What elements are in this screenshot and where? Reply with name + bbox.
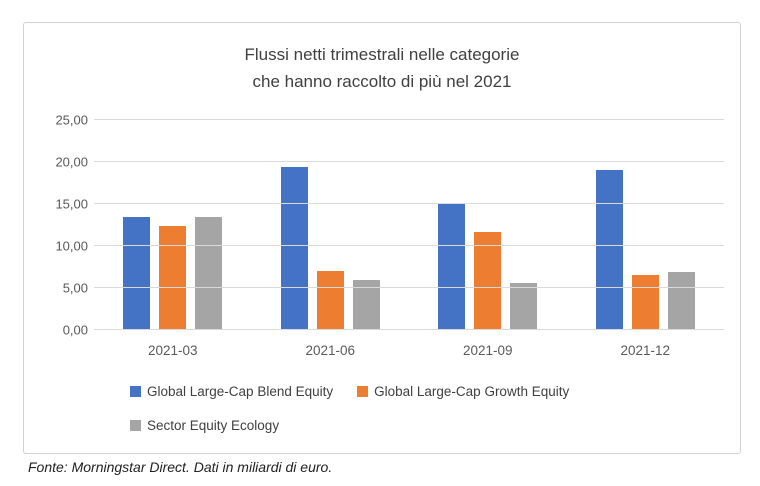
y-axis-labels: 0,00 5,00 10,00 15,00 20,00 25,00 [24, 113, 88, 338]
bar [667, 272, 695, 330]
bar [595, 169, 623, 330]
gridline [94, 287, 724, 288]
chart-title: Flussi netti trimestrali nelle categorie… [24, 41, 740, 95]
bar-group-2021-09 [409, 120, 567, 330]
legend-item-equity-ecology: Sector Equity Ecology [130, 418, 279, 433]
bar-group-2021-12 [567, 120, 725, 330]
bar [352, 279, 380, 330]
legend-swatch-blue [130, 386, 141, 397]
bar [631, 275, 659, 330]
x-tick-label: 2021-09 [462, 343, 513, 358]
x-tick-label: 2021-12 [620, 343, 671, 358]
chart-title-line1: Flussi netti trimestrali nelle categorie [244, 45, 520, 64]
legend-item-blend-equity: Global Large-Cap Blend Equity [130, 384, 333, 399]
bar [195, 217, 223, 330]
chart-title-line2: che hanno raccolto di più nel 2021 [252, 72, 512, 91]
legend: Global Large-Cap Blend Equity Global Lar… [130, 384, 569, 433]
legend-item-growth-equity: Global Large-Cap Growth Equity [357, 384, 569, 399]
legend-label-blend-equity: Global Large-Cap Blend Equity [147, 384, 334, 399]
gridline [94, 119, 724, 120]
bar [123, 216, 151, 330]
bar-groups [94, 120, 724, 330]
y-tick-label: 0,00 [62, 322, 88, 338]
y-tick-label: 10,00 [55, 238, 88, 254]
chart-figure: Flussi netti trimestrali nelle categorie… [23, 22, 741, 454]
legend-label-growth-equity: Global Large-Cap Growth Equity [374, 384, 570, 399]
bar-group-2021-06 [252, 120, 410, 330]
legend-label-equity-ecology: Sector Equity Ecology [147, 418, 280, 433]
x-axis-line [94, 329, 724, 330]
bar [510, 282, 538, 330]
plot-area [94, 119, 724, 330]
bar [474, 231, 502, 330]
y-tick-label: 5,00 [62, 280, 88, 296]
gridline [94, 161, 724, 162]
gridline [94, 245, 724, 246]
y-tick-label: 20,00 [55, 154, 88, 170]
legend-swatch-gray [130, 420, 141, 431]
legend-row-2: Sector Equity Ecology [130, 418, 569, 433]
y-tick-label: 25,00 [55, 112, 88, 128]
bar [280, 167, 308, 330]
legend-row-1: Global Large-Cap Blend Equity Global Lar… [130, 384, 569, 399]
gridline [94, 203, 724, 204]
legend-swatch-orange [357, 386, 369, 397]
bar [316, 271, 344, 330]
x-axis-labels: 2021-03 2021-06 2021-09 2021-12 [94, 343, 724, 358]
source-note: Fonte: Morningstar Direct. Dati in milia… [28, 459, 333, 475]
x-tick-label: 2021-03 [147, 343, 198, 358]
x-tick-label: 2021-06 [305, 343, 356, 358]
bar [438, 203, 466, 330]
y-tick-label: 15,00 [55, 196, 88, 212]
bar-group-2021-03 [94, 120, 252, 330]
bar [159, 225, 187, 330]
